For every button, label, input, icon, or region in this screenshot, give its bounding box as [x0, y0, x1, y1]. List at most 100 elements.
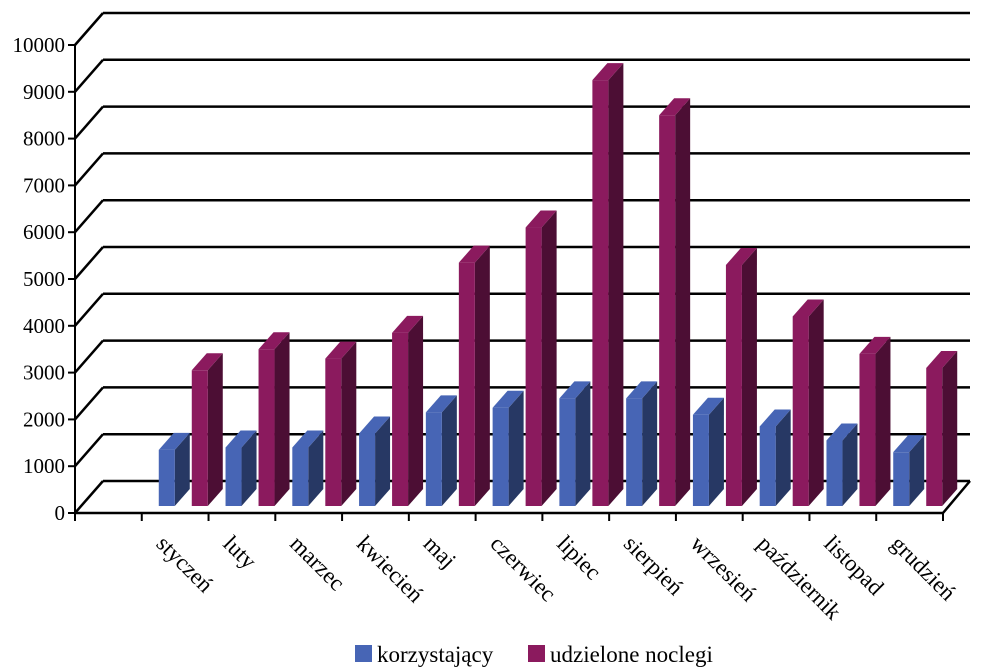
bar-korzystajacy — [893, 435, 925, 506]
y-axis-ticks: 0 1000 2000 3000 4000 5000 6000 7000 8000 9000 100… — [13, 33, 75, 525]
bar-side — [441, 395, 457, 506]
bar-front — [759, 426, 776, 506]
bar-korzystajacy — [225, 430, 257, 506]
bar-side — [875, 336, 891, 506]
legend-label-udzielone-noclegi: udzielone noclegi — [550, 642, 713, 667]
y-tick-label: 4000 — [23, 314, 65, 338]
bar-front — [525, 227, 542, 507]
bar-korzystajacy — [292, 430, 324, 506]
bar-korzystajacy — [158, 432, 190, 506]
bar-front — [492, 407, 509, 506]
y-tick-label: 1000 — [23, 454, 65, 478]
bar-top — [592, 63, 624, 81]
bar-front — [425, 412, 442, 506]
bar-udzielone-noclegi — [725, 247, 757, 507]
bar-top — [725, 247, 757, 265]
bar-side — [741, 247, 757, 507]
bar-front — [458, 262, 475, 506]
bar-top — [659, 98, 691, 116]
bar-top — [158, 432, 190, 450]
bar-front — [258, 349, 275, 506]
bar-udzielone-noclegi — [392, 315, 424, 506]
bar-side — [541, 210, 557, 507]
bar-front — [659, 115, 676, 506]
bar-side — [508, 390, 524, 506]
bars — [158, 63, 958, 507]
bar-side — [708, 397, 724, 506]
y-tick-label: 10000 — [13, 33, 66, 57]
bar-front — [826, 440, 843, 506]
y-tick-label: 3000 — [23, 361, 65, 385]
bar-top — [425, 395, 457, 413]
grid-depth-line — [74, 152, 104, 187]
y-tick-label: 8000 — [23, 127, 65, 151]
bar-front — [225, 447, 242, 506]
bar-korzystajacy — [492, 390, 524, 506]
x-tick-label: grudzień — [886, 531, 961, 606]
bar-udzielone-noclegi — [859, 336, 891, 506]
y-tick-label: 6000 — [23, 220, 65, 244]
x-tick-label: maj — [419, 531, 461, 573]
x-tick-label: styczeń — [152, 531, 219, 598]
grid-depth-line — [74, 339, 104, 374]
bar-front — [592, 80, 609, 507]
bar-side — [775, 409, 791, 506]
bar-udzielone-noclegi — [592, 63, 624, 507]
bar-udzielone-noclegi — [926, 350, 958, 506]
bar-top — [492, 390, 524, 408]
bar-top — [325, 341, 357, 359]
bar-side — [842, 423, 858, 506]
grid-depth-line — [74, 199, 104, 234]
bar-top — [225, 430, 257, 448]
y-tick-label: 2000 — [23, 407, 65, 431]
bar-front — [158, 449, 175, 506]
bar-top — [893, 435, 925, 453]
bar-side — [808, 299, 824, 506]
bar-korzystajacy — [826, 423, 858, 506]
floor-right-edge — [942, 480, 971, 514]
bar-top — [826, 423, 858, 441]
grid-depth-line — [74, 480, 104, 514]
legend: korzystający udzielone noclegi — [355, 642, 713, 667]
bar-top — [559, 381, 591, 399]
bar-side — [942, 350, 958, 506]
bar-korzystajacy — [425, 395, 457, 506]
grid-depth-line — [74, 58, 104, 93]
bar-top — [258, 332, 290, 350]
bar-side — [241, 430, 257, 506]
bar-udzielone-noclegi — [792, 299, 824, 506]
bar-udzielone-noclegi — [325, 341, 357, 506]
grid-depth-line — [74, 105, 104, 140]
bar-front — [191, 370, 208, 506]
bar-front — [359, 433, 376, 506]
grid-depth-line — [74, 12, 104, 46]
x-tick-label: wrzesień — [686, 531, 762, 607]
bar-side — [174, 432, 190, 506]
legend-swatch-korzystajacy — [355, 645, 372, 662]
grid-depth-line — [74, 433, 104, 468]
bar-front — [926, 367, 943, 506]
x-tick-label: czerwiec — [485, 531, 560, 606]
legend-swatch-udzielone-noclegi — [528, 645, 545, 662]
bar-udzielone-noclegi — [525, 210, 557, 507]
y-tick-label: 9000 — [23, 80, 65, 104]
bar-top — [859, 336, 891, 354]
bar-front — [792, 316, 809, 506]
bar-udzielone-noclegi — [458, 245, 490, 506]
bar-front — [325, 358, 342, 506]
bar-side — [341, 341, 357, 506]
x-tick-label: kwiecień — [352, 531, 429, 608]
bar-top — [626, 381, 658, 399]
bar-front — [626, 398, 643, 506]
x-tick-label: marzec — [285, 531, 350, 596]
bar-front — [392, 332, 409, 506]
y-tick-label: 7000 — [23, 173, 65, 197]
grid-depth-line — [74, 292, 104, 327]
bar-side — [375, 416, 391, 506]
grid-depth-line — [74, 246, 104, 280]
bar-korzystajacy — [759, 409, 791, 506]
bar-top — [525, 210, 557, 228]
bar-top — [926, 350, 958, 368]
